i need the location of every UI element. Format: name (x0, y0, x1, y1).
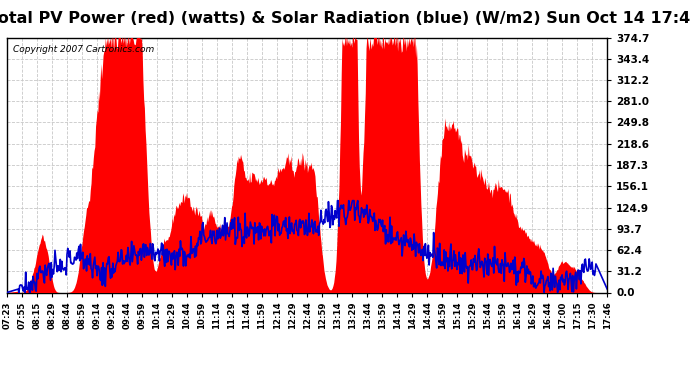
Text: Total PV Power (red) (watts) & Solar Radiation (blue) (W/m2) Sun Oct 14 17:46: Total PV Power (red) (watts) & Solar Rad… (0, 11, 690, 26)
Text: Copyright 2007 Cartronics.com: Copyright 2007 Cartronics.com (13, 45, 154, 54)
